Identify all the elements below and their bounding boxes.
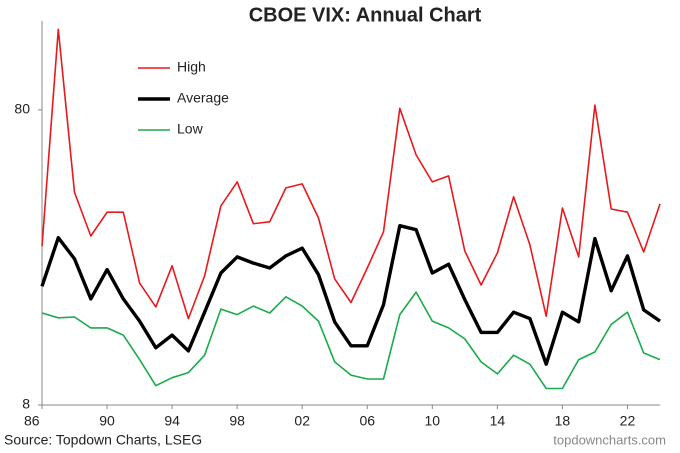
x-tick-label: 90 <box>99 413 115 429</box>
x-tick-label: 02 <box>294 413 310 429</box>
y-tick-label: 80 <box>14 101 30 117</box>
x-tick-label: 10 <box>425 413 441 429</box>
y-tick-label: 8 <box>22 396 30 412</box>
source: Source: Topdown Charts, LSEG <box>4 432 202 448</box>
x-tick-label: 94 <box>164 413 180 429</box>
x-tick-label: 18 <box>555 413 571 429</box>
series-line <box>40 224 661 366</box>
legend-label: Low <box>177 121 204 137</box>
legend-label: Average <box>177 90 229 106</box>
x-tick-label: 06 <box>359 413 375 429</box>
x-tick-label: 22 <box>620 413 636 429</box>
x-tick-label: 98 <box>229 413 245 429</box>
watermark: topdowncharts.com <box>553 432 666 447</box>
x-tick-label: 86 <box>24 413 40 429</box>
legend-label: High <box>177 59 206 75</box>
series-line <box>41 291 661 390</box>
chart-title: CBOE VIX: Annual Chart <box>249 4 482 26</box>
series-line <box>41 28 661 320</box>
x-tick-label: 14 <box>490 413 506 429</box>
